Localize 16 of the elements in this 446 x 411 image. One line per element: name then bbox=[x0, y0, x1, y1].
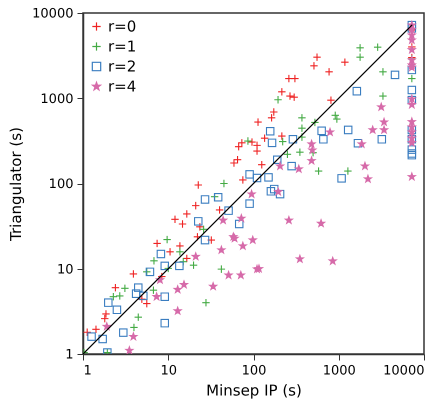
y-tick-label: 1 bbox=[65, 348, 74, 362]
x-tick-label: 10 bbox=[160, 364, 178, 378]
legend-label: r=0 bbox=[108, 18, 136, 36]
x-tick-label: 1000 bbox=[322, 364, 356, 378]
x-tick-label: 10000 bbox=[383, 364, 424, 378]
legend-label: r=4 bbox=[108, 78, 136, 96]
y-tick-label: 10000 bbox=[32, 6, 74, 22]
legend-label: r=2 bbox=[108, 58, 136, 76]
y-axis-title: Triangulator (s) bbox=[7, 127, 26, 242]
x-tick-label: 100 bbox=[242, 364, 266, 378]
x-axis-title: Minsep IP (s) bbox=[206, 382, 302, 400]
y-tick-label: 1000 bbox=[40, 92, 74, 107]
y-tick-label: 100 bbox=[48, 177, 74, 192]
y-tick-label: 10 bbox=[56, 262, 74, 278]
x-tick-label: 1 bbox=[84, 364, 92, 378]
legend-label: r=1 bbox=[108, 38, 136, 56]
